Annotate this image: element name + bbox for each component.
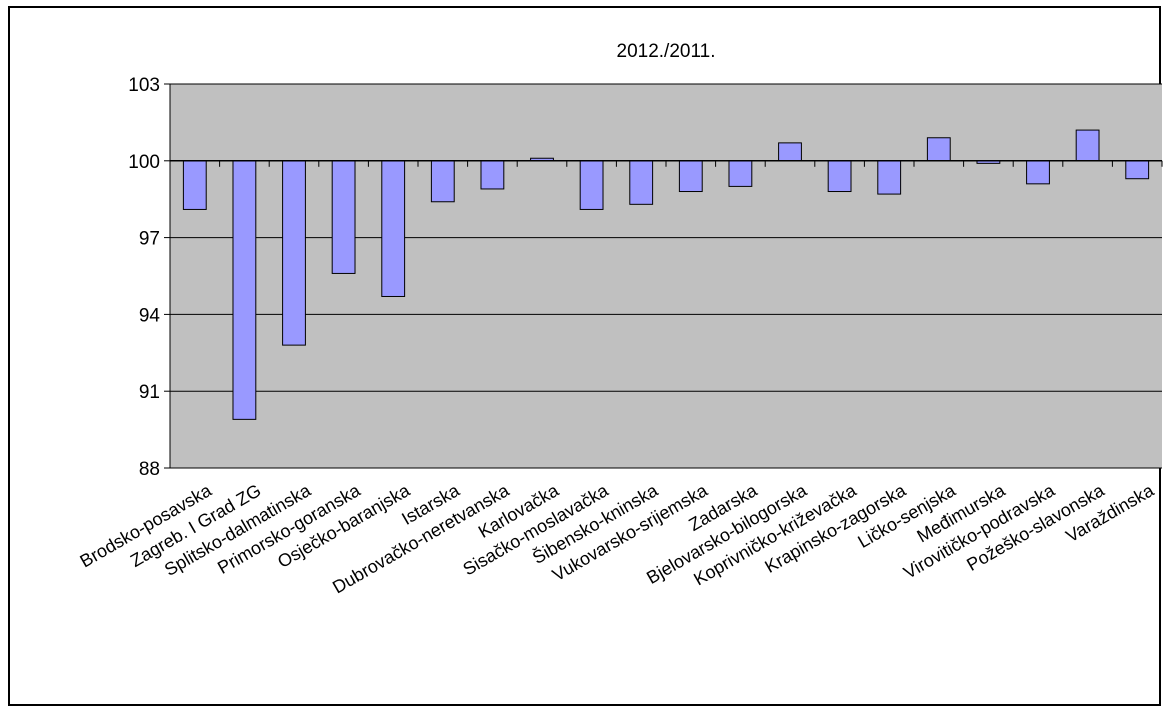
bar-chart: 2012./2011. 88 91 94 97 100 103 Brodsko-posav… [77, 41, 1163, 598]
bar [331, 160, 356, 274]
bar [182, 160, 207, 210]
bar [827, 160, 852, 193]
bar [877, 160, 902, 195]
bar [480, 160, 505, 190]
bar [728, 160, 753, 187]
plot-area [170, 84, 1162, 468]
bar [579, 160, 604, 210]
y-tick-label: 91 [139, 382, 160, 403]
bar [629, 160, 654, 205]
bar [1125, 160, 1150, 180]
bar [430, 160, 455, 203]
chart-frame: 2012./2011. 88 91 94 97 100 103 Brodsko-posav… [8, 6, 1163, 706]
y-tick-label: 94 [139, 305, 161, 326]
bar [678, 160, 703, 193]
bar [1026, 160, 1050, 185]
y-tick-label: 97 [139, 229, 160, 250]
y-axis: 88 91 94 97 100 103 [128, 75, 171, 480]
bar [232, 160, 257, 420]
chart-title: 2012./2011. [617, 41, 716, 62]
y-tick-label: 88 [139, 459, 160, 480]
y-tick-label: 100 [128, 152, 160, 173]
bars [182, 129, 1150, 420]
y-tick-label: 103 [128, 75, 160, 96]
bar [282, 160, 306, 346]
bar [381, 160, 406, 297]
bar [778, 142, 802, 162]
bar [926, 137, 951, 162]
bar [1075, 129, 1100, 162]
